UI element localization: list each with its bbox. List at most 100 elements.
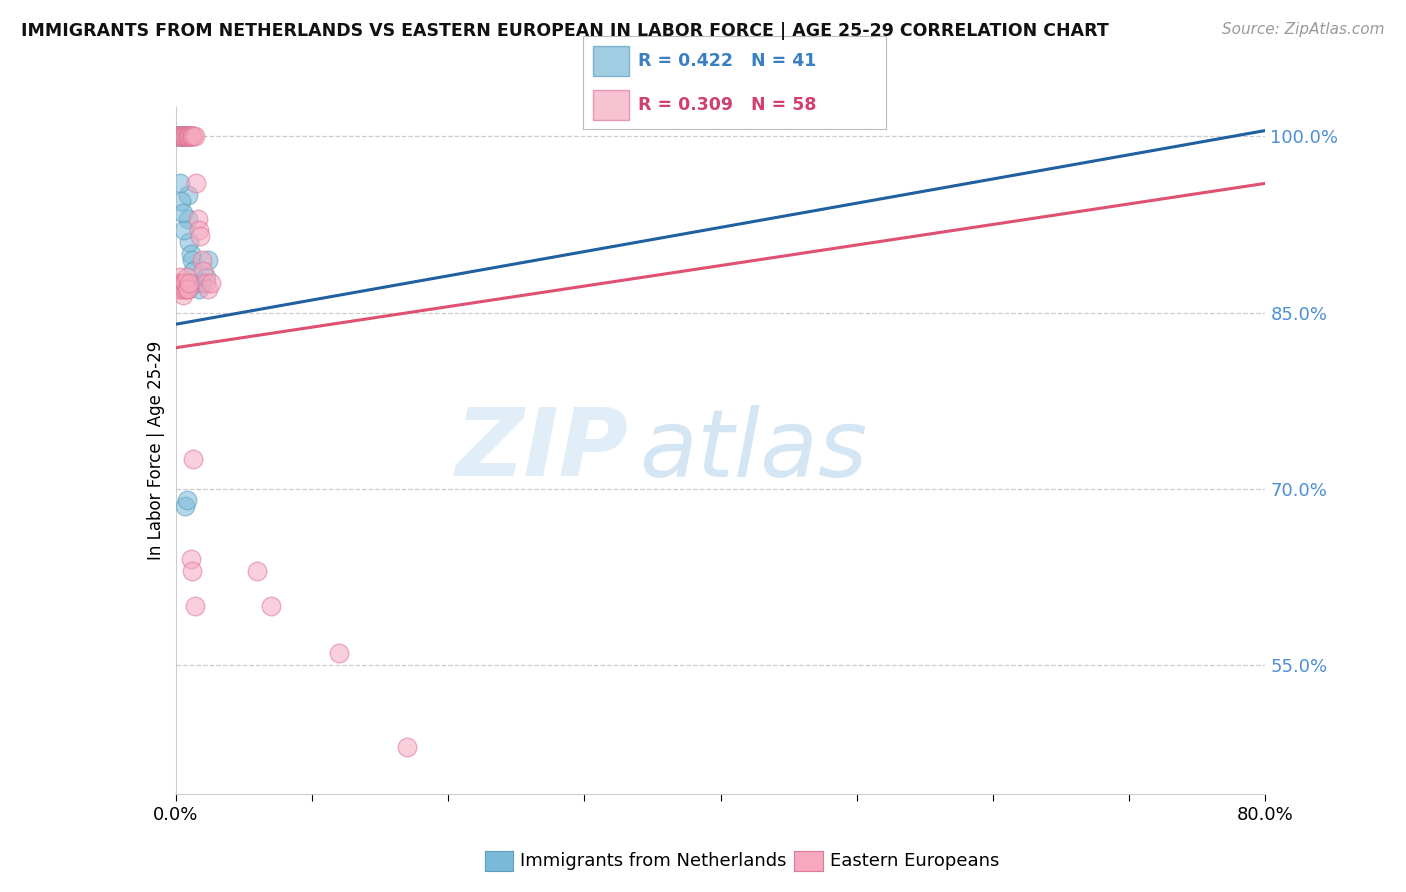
Point [166,129,188,144]
Point [170,276,193,290]
Point [177,282,200,296]
Point [194,276,217,290]
Point [169,129,191,144]
Point [167,129,190,144]
Point [181,252,204,267]
Point [187,223,209,237]
Point [167,129,190,144]
Point [166,276,188,290]
Point [174,500,197,514]
Point [173,223,195,237]
Point [167,129,190,144]
Y-axis label: In Labor Force | Age 25-29: In Labor Force | Age 25-29 [146,341,165,560]
Point [184,599,207,613]
Point [181,564,204,578]
Point [172,288,194,302]
Point [179,129,201,144]
Point [172,129,194,144]
Point [177,129,200,144]
Point [176,129,198,144]
Point [194,270,217,285]
Point [167,276,190,290]
Point [170,129,193,144]
Point [191,264,214,278]
Point [170,129,193,144]
Point [180,129,202,144]
Point [170,282,193,296]
Point [174,282,197,296]
Point [173,282,195,296]
Point [173,276,195,290]
Point [177,211,200,226]
Point [173,129,195,144]
Point [181,129,204,144]
Point [177,282,200,296]
Text: R = 0.309   N = 58: R = 0.309 N = 58 [638,96,817,114]
Point [190,252,212,267]
Point [172,129,194,144]
Point [177,129,200,144]
Point [179,129,201,144]
Point [197,282,219,296]
Point [188,229,211,244]
Point [181,129,204,144]
Point [172,129,194,144]
Point [180,247,202,261]
Point [169,129,191,144]
Point [187,282,209,296]
Point [174,129,197,144]
Point [169,129,191,144]
Point [169,129,191,144]
Point [396,739,419,754]
Point [179,276,201,290]
Point [170,129,193,144]
Point [173,129,195,144]
Text: IMMIGRANTS FROM NETHERLANDS VS EASTERN EUROPEAN IN LABOR FORCE | AGE 25-29 CORRE: IMMIGRANTS FROM NETHERLANDS VS EASTERN E… [21,22,1109,40]
Text: R = 0.422   N = 41: R = 0.422 N = 41 [638,52,817,70]
Point [246,564,269,578]
Point [166,129,188,144]
Point [173,129,195,144]
Point [166,282,188,296]
FancyBboxPatch shape [592,90,628,120]
Point [172,129,194,144]
Point [174,129,197,144]
Point [172,205,194,219]
Point [170,129,193,144]
Point [173,129,195,144]
Point [167,282,190,296]
Point [186,276,208,290]
Point [176,129,198,144]
Point [180,552,202,566]
Point [174,276,197,290]
Point [179,276,201,290]
Point [169,282,191,296]
Point [173,129,195,144]
Point [176,129,198,144]
Point [170,194,193,208]
Point [184,129,207,144]
Point [169,177,191,191]
Text: Eastern Europeans: Eastern Europeans [830,852,998,870]
Text: atlas: atlas [638,405,868,496]
Point [260,599,283,613]
Point [176,270,198,285]
Point [170,129,193,144]
Point [172,276,194,290]
Text: Immigrants from Netherlands: Immigrants from Netherlands [520,852,787,870]
Point [174,129,197,144]
Point [190,276,212,290]
Point [167,129,190,144]
Point [200,276,222,290]
Point [174,129,197,144]
Text: Source: ZipAtlas.com: Source: ZipAtlas.com [1222,22,1385,37]
Text: ZIP: ZIP [456,404,628,497]
FancyBboxPatch shape [592,46,628,76]
Point [176,493,198,508]
Point [183,129,205,144]
Point [180,129,202,144]
Point [183,264,205,278]
Point [174,129,197,144]
Point [177,188,200,202]
Point [172,129,194,144]
